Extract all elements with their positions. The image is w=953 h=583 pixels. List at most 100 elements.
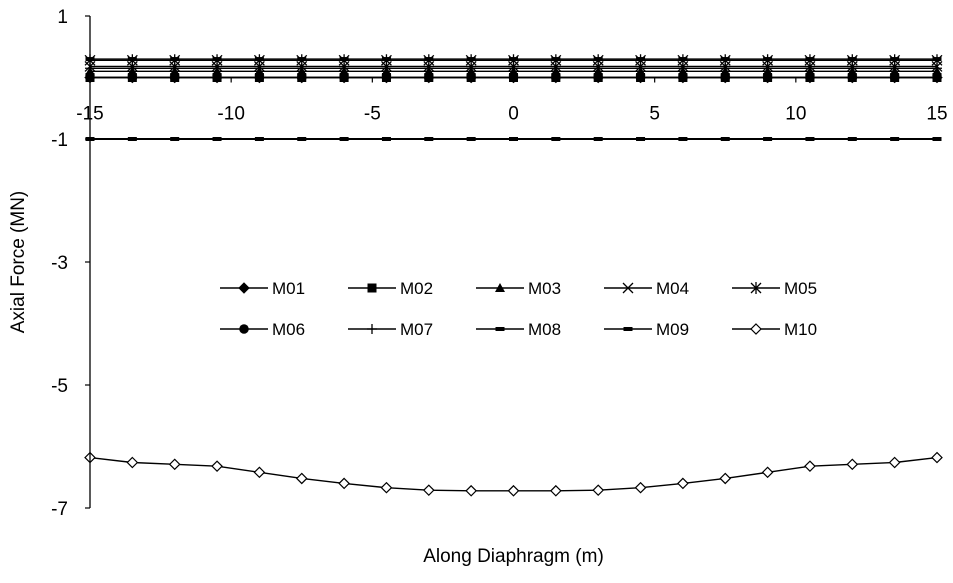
data-point: [677, 63, 688, 74]
data-point: [381, 137, 391, 141]
data-point: [253, 466, 266, 479]
legend-label: M04: [656, 279, 689, 298]
data-point: [635, 63, 646, 74]
data-point: [636, 57, 646, 62]
data-point: [295, 472, 308, 485]
legend-item-m03: M03: [476, 279, 561, 298]
legend-marker: [750, 323, 762, 335]
data-point: [465, 484, 477, 497]
data-point: [890, 57, 900, 62]
series-m09: [85, 137, 942, 141]
data-point: [211, 460, 223, 473]
data-point: [339, 57, 349, 62]
data-point: [254, 63, 265, 74]
data-point: [297, 57, 307, 62]
legend-marker: [622, 282, 634, 294]
x-tick-label: -15: [76, 104, 103, 125]
data-point: [719, 472, 732, 485]
data-point: [720, 63, 731, 74]
legend-marker: [238, 282, 250, 294]
data-point: [888, 456, 901, 469]
data-point: [593, 57, 603, 62]
legend-label: M09: [656, 320, 689, 339]
data-point: [634, 481, 647, 494]
data-point: [466, 137, 476, 141]
data-point: [212, 137, 222, 141]
data-point: [720, 57, 730, 62]
x-tick-label: 10: [785, 104, 806, 125]
legend-label: M06: [272, 320, 305, 339]
data-point: [422, 484, 435, 497]
legend-marker: [367, 324, 377, 334]
y-tick-label: -7: [51, 499, 68, 520]
y-tick-label: 1: [57, 7, 68, 28]
data-point: [212, 57, 222, 62]
data-point: [296, 63, 307, 74]
legend-marker: [750, 282, 762, 294]
series-m07: [85, 63, 942, 74]
series-m08: [85, 57, 942, 62]
data-point: [550, 484, 562, 497]
data-point: [763, 137, 773, 141]
data-point: [127, 63, 138, 74]
legend-marker: [239, 324, 249, 334]
data-point: [847, 57, 857, 62]
data-point: [593, 63, 604, 74]
data-point: [761, 466, 774, 479]
data-point: [170, 57, 180, 62]
x-tick-label: -10: [217, 104, 244, 125]
ticks-layer: 1 -1 -3 -5 -7 -15 -10 -5 0 5 10 15: [51, 7, 947, 520]
data-point: [466, 57, 476, 62]
data-point: [678, 137, 688, 141]
x-axis-label: Along Diaphragm (m): [423, 546, 604, 567]
legend-item-m04: M04: [604, 279, 689, 298]
legend-item-m09: M09: [604, 320, 689, 339]
data-point: [254, 57, 264, 62]
data-point: [466, 63, 477, 74]
legend-item-m10: M10: [732, 320, 817, 339]
y-tick-label: -3: [51, 253, 68, 274]
data-point: [339, 137, 349, 141]
data-point: [592, 484, 605, 497]
data-point: [932, 57, 942, 62]
y-axis-label: Axial Force (MN): [8, 191, 29, 334]
data-point: [550, 63, 561, 74]
legend-item-m07: M07: [348, 320, 433, 339]
data-point: [678, 57, 688, 62]
data-point: [931, 451, 943, 464]
data-point: [551, 57, 561, 62]
x-tick-label: -5: [364, 104, 381, 125]
data-point: [170, 137, 180, 141]
legend-item-m02: M02: [348, 279, 433, 298]
legend-marker: [367, 283, 377, 293]
legend-item-m06: M06: [220, 320, 305, 339]
legend-label: M03: [528, 279, 561, 298]
data-point: [507, 484, 520, 497]
data-point: [846, 458, 859, 471]
data-point: [805, 137, 815, 141]
data-point: [593, 137, 603, 141]
legend-label: M02: [400, 279, 433, 298]
legend-item-m05: M05: [732, 279, 817, 298]
data-point: [424, 57, 434, 62]
legend-item-m08: M08: [476, 320, 561, 339]
legend-label: M01: [272, 279, 305, 298]
data-point: [297, 137, 307, 141]
data-point: [380, 481, 393, 494]
data-point: [804, 460, 816, 473]
x-tick-label: 0: [508, 104, 519, 125]
data-point: [212, 63, 223, 74]
legend-marker: [495, 327, 505, 331]
data-point: [127, 137, 137, 141]
legend-marker: [495, 283, 505, 292]
axes-layer: [89, 16, 937, 508]
data-point: [847, 63, 858, 74]
x-tick-label: 5: [649, 104, 660, 125]
legend-label: M10: [784, 320, 817, 339]
series-m10: [84, 451, 943, 497]
data-point: [763, 57, 773, 62]
data-point: [932, 137, 942, 141]
data-point: [804, 63, 815, 74]
x-tick-label: 15: [926, 104, 947, 125]
